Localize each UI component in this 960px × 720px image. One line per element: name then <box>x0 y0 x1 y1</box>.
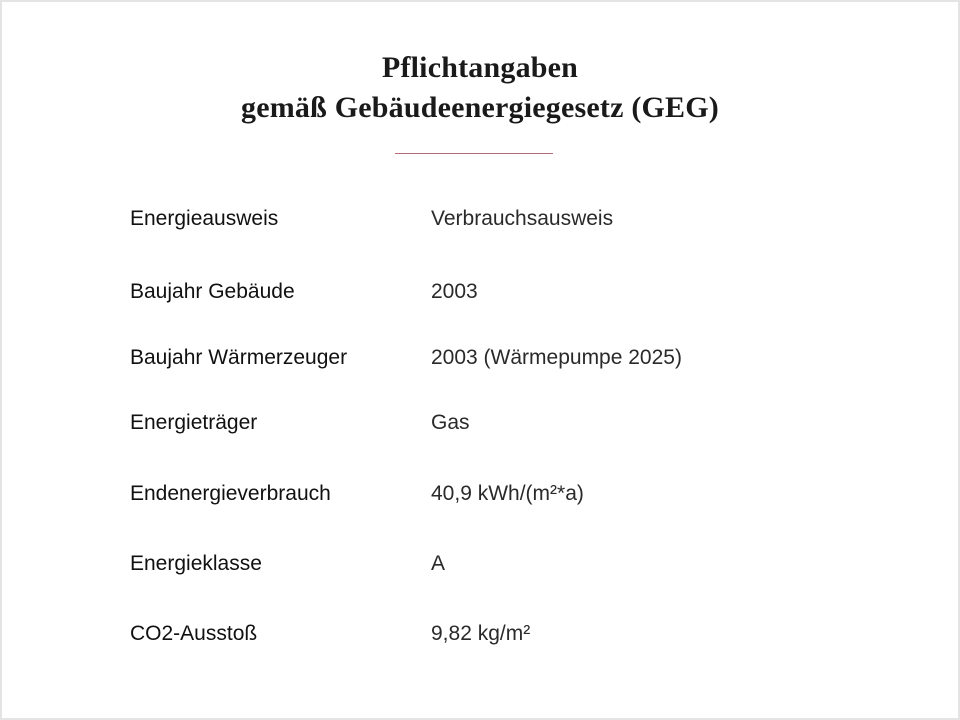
row-label: Baujahr Wärmerzeuger <box>130 346 348 369</box>
title-line-1: Pflichtangaben <box>381 51 579 84</box>
row-value: Verbrauchsausweis <box>431 207 614 230</box>
page-title: Pflichtangaben gemäß Gebäudeenergiegeset… <box>2 48 958 128</box>
row-value: A <box>431 552 446 575</box>
row-value: 2003 (Wärmepumpe 2025) <box>431 346 682 369</box>
row-label: Energieausweis <box>130 207 279 230</box>
title-divider <box>395 153 553 154</box>
title-line-2: gemäß Gebäudeenergiegesetz (GEG) <box>241 91 719 124</box>
row-value: 2003 <box>431 280 478 303</box>
row-label: Energieklasse <box>130 552 262 575</box>
row-label: Endenergieverbrauch <box>130 482 331 505</box>
row-label: Baujahr Gebäude <box>130 280 295 303</box>
row-label: Energieträger <box>130 411 258 434</box>
row-value: 40,9 kWh/(m²*a) <box>431 482 584 505</box>
row-value: 9,82 kg/m² <box>431 622 531 645</box>
row-label: CO2-Ausstoß <box>130 622 258 645</box>
row-value: Gas <box>431 411 470 434</box>
